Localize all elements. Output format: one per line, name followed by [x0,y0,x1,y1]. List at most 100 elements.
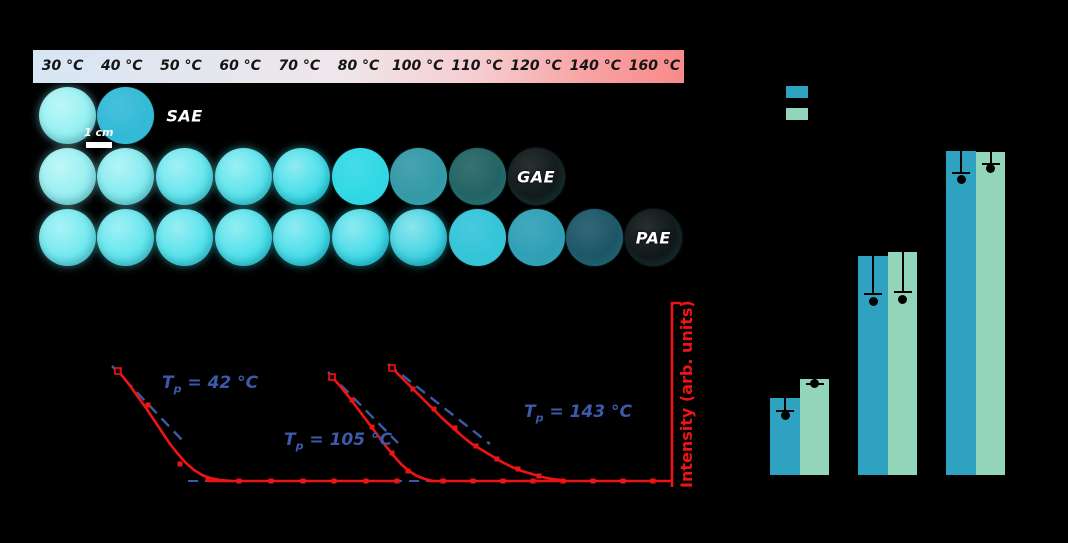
baseline-marker [440,478,446,484]
temperature-label: 60 °C [219,58,261,74]
baseline-marker [268,478,274,484]
error-bar-dot [810,379,819,388]
sample-disc [273,209,331,266]
curve-3-marker [431,406,437,412]
sample-disc [38,148,96,205]
sample-disc [38,87,96,144]
sample-disc [566,209,624,266]
curve-1-start-marker [114,367,122,375]
scale-bar-label: 1 cm [84,126,114,139]
tp-symbol: T [162,373,174,393]
temperature-label: 160 °C [628,58,681,74]
sample-disc [507,148,565,205]
curve-3-start-marker [388,364,396,372]
temperature-label: 120 °C [510,58,562,74]
curve-3-marker [536,473,542,479]
bar-series-1-group-3 [946,151,976,475]
row-label-gae: GAE [517,167,556,186]
error-bar-dot [868,297,878,306]
tp-subscript: p [295,439,304,453]
error-bar-dot [780,411,790,420]
curve-3-marker [473,443,479,449]
baseline-marker [530,478,536,484]
baseline-marker [394,478,400,484]
bar-series-2-group-1 [800,379,829,475]
temperature-gradient-bar: 30 °C 40 °C 50 °C 60 °C 70 °C 80 °C 100 °C 110 … [33,50,684,83]
error-bar-stem [872,256,874,293]
baseline-marker [560,478,566,484]
curve-2 [330,375,435,483]
temperature-label: 40 °C [100,58,143,74]
error-bar-dot [956,175,966,184]
curve-3-marker [494,456,500,462]
row-label-sae: SAE [166,106,203,125]
curve-1-marker [177,461,183,467]
tangent-guide-3 [387,363,491,445]
sample-disc [624,209,682,266]
sample-disc [331,148,389,205]
tp-value: = 42 °C [181,373,259,393]
error-bar-stem [989,152,992,163]
curve-2-marker [369,424,375,430]
temperature-label: 80 °C [337,58,380,74]
tp-annotation-2: Tp = 105 °C [284,430,392,452]
legend-swatch-series-1 [786,86,808,98]
baseline-marker [300,478,306,484]
error-bar-stem [784,398,786,410]
baseline-marker [590,478,596,484]
baseline-marker [331,478,337,484]
baseline-marker [470,478,476,484]
sample-disc [97,148,155,205]
curve-2-marker [349,397,355,403]
temperature-label: 110 °C [451,58,503,74]
sample-disc [273,148,331,205]
tp-symbol: T [284,430,296,450]
curve-3-marker [452,425,458,431]
baseline-marker [500,478,506,484]
sample-disc [214,209,272,266]
curve-2-marker [405,468,411,474]
row-label-pae: PAE [635,228,671,247]
baseline-marker [363,478,369,484]
scale-bar [86,142,112,148]
curve-1-marker [145,402,151,408]
baseline-marker [620,478,626,484]
baseline-marker [650,478,656,484]
sample-disc [97,87,155,144]
error-bar-dot [986,164,995,173]
tp-annotation-3: Tp = 143 °C [524,402,632,424]
tp-symbol: T [524,402,536,422]
sample-disc [214,148,272,205]
sample-disc [449,209,506,266]
curve-3-marker [515,466,521,472]
curve-3-marker [410,386,416,392]
baseline-marker [236,478,242,484]
sample-disc [156,209,213,266]
temperature-label: 100 °C [392,58,444,74]
sample-disc [507,209,565,266]
sample-disc [38,209,96,266]
error-bar-cap [952,172,970,174]
error-bar-cap [893,291,912,293]
temperature-label: 30 °C [41,58,84,74]
bar-series-2-group-3 [976,152,1005,475]
tp-value: = 143 °C [543,402,632,422]
error-bar-stem [901,252,904,291]
sample-disc [449,148,506,205]
temperature-label: 70 °C [278,58,321,74]
sample-disc [331,209,389,266]
error-bar-stem [960,151,962,172]
sample-disc [156,148,213,205]
curve-2-start-marker [328,373,336,381]
sample-disc [390,209,448,266]
error-bar-cap [864,293,882,295]
temperature-label: 140 °C [569,58,621,74]
sample-disc [390,148,448,205]
curve-1-marker [205,476,211,482]
temperature-label: 50 °C [160,58,202,74]
intensity-axis-label: Intensity (arb. units) [677,300,696,488]
tp-annotation-1: Tp = 42 °C [162,373,258,395]
legend-swatch-series-2 [786,108,808,120]
tp-value: = 105 °C [303,430,392,450]
